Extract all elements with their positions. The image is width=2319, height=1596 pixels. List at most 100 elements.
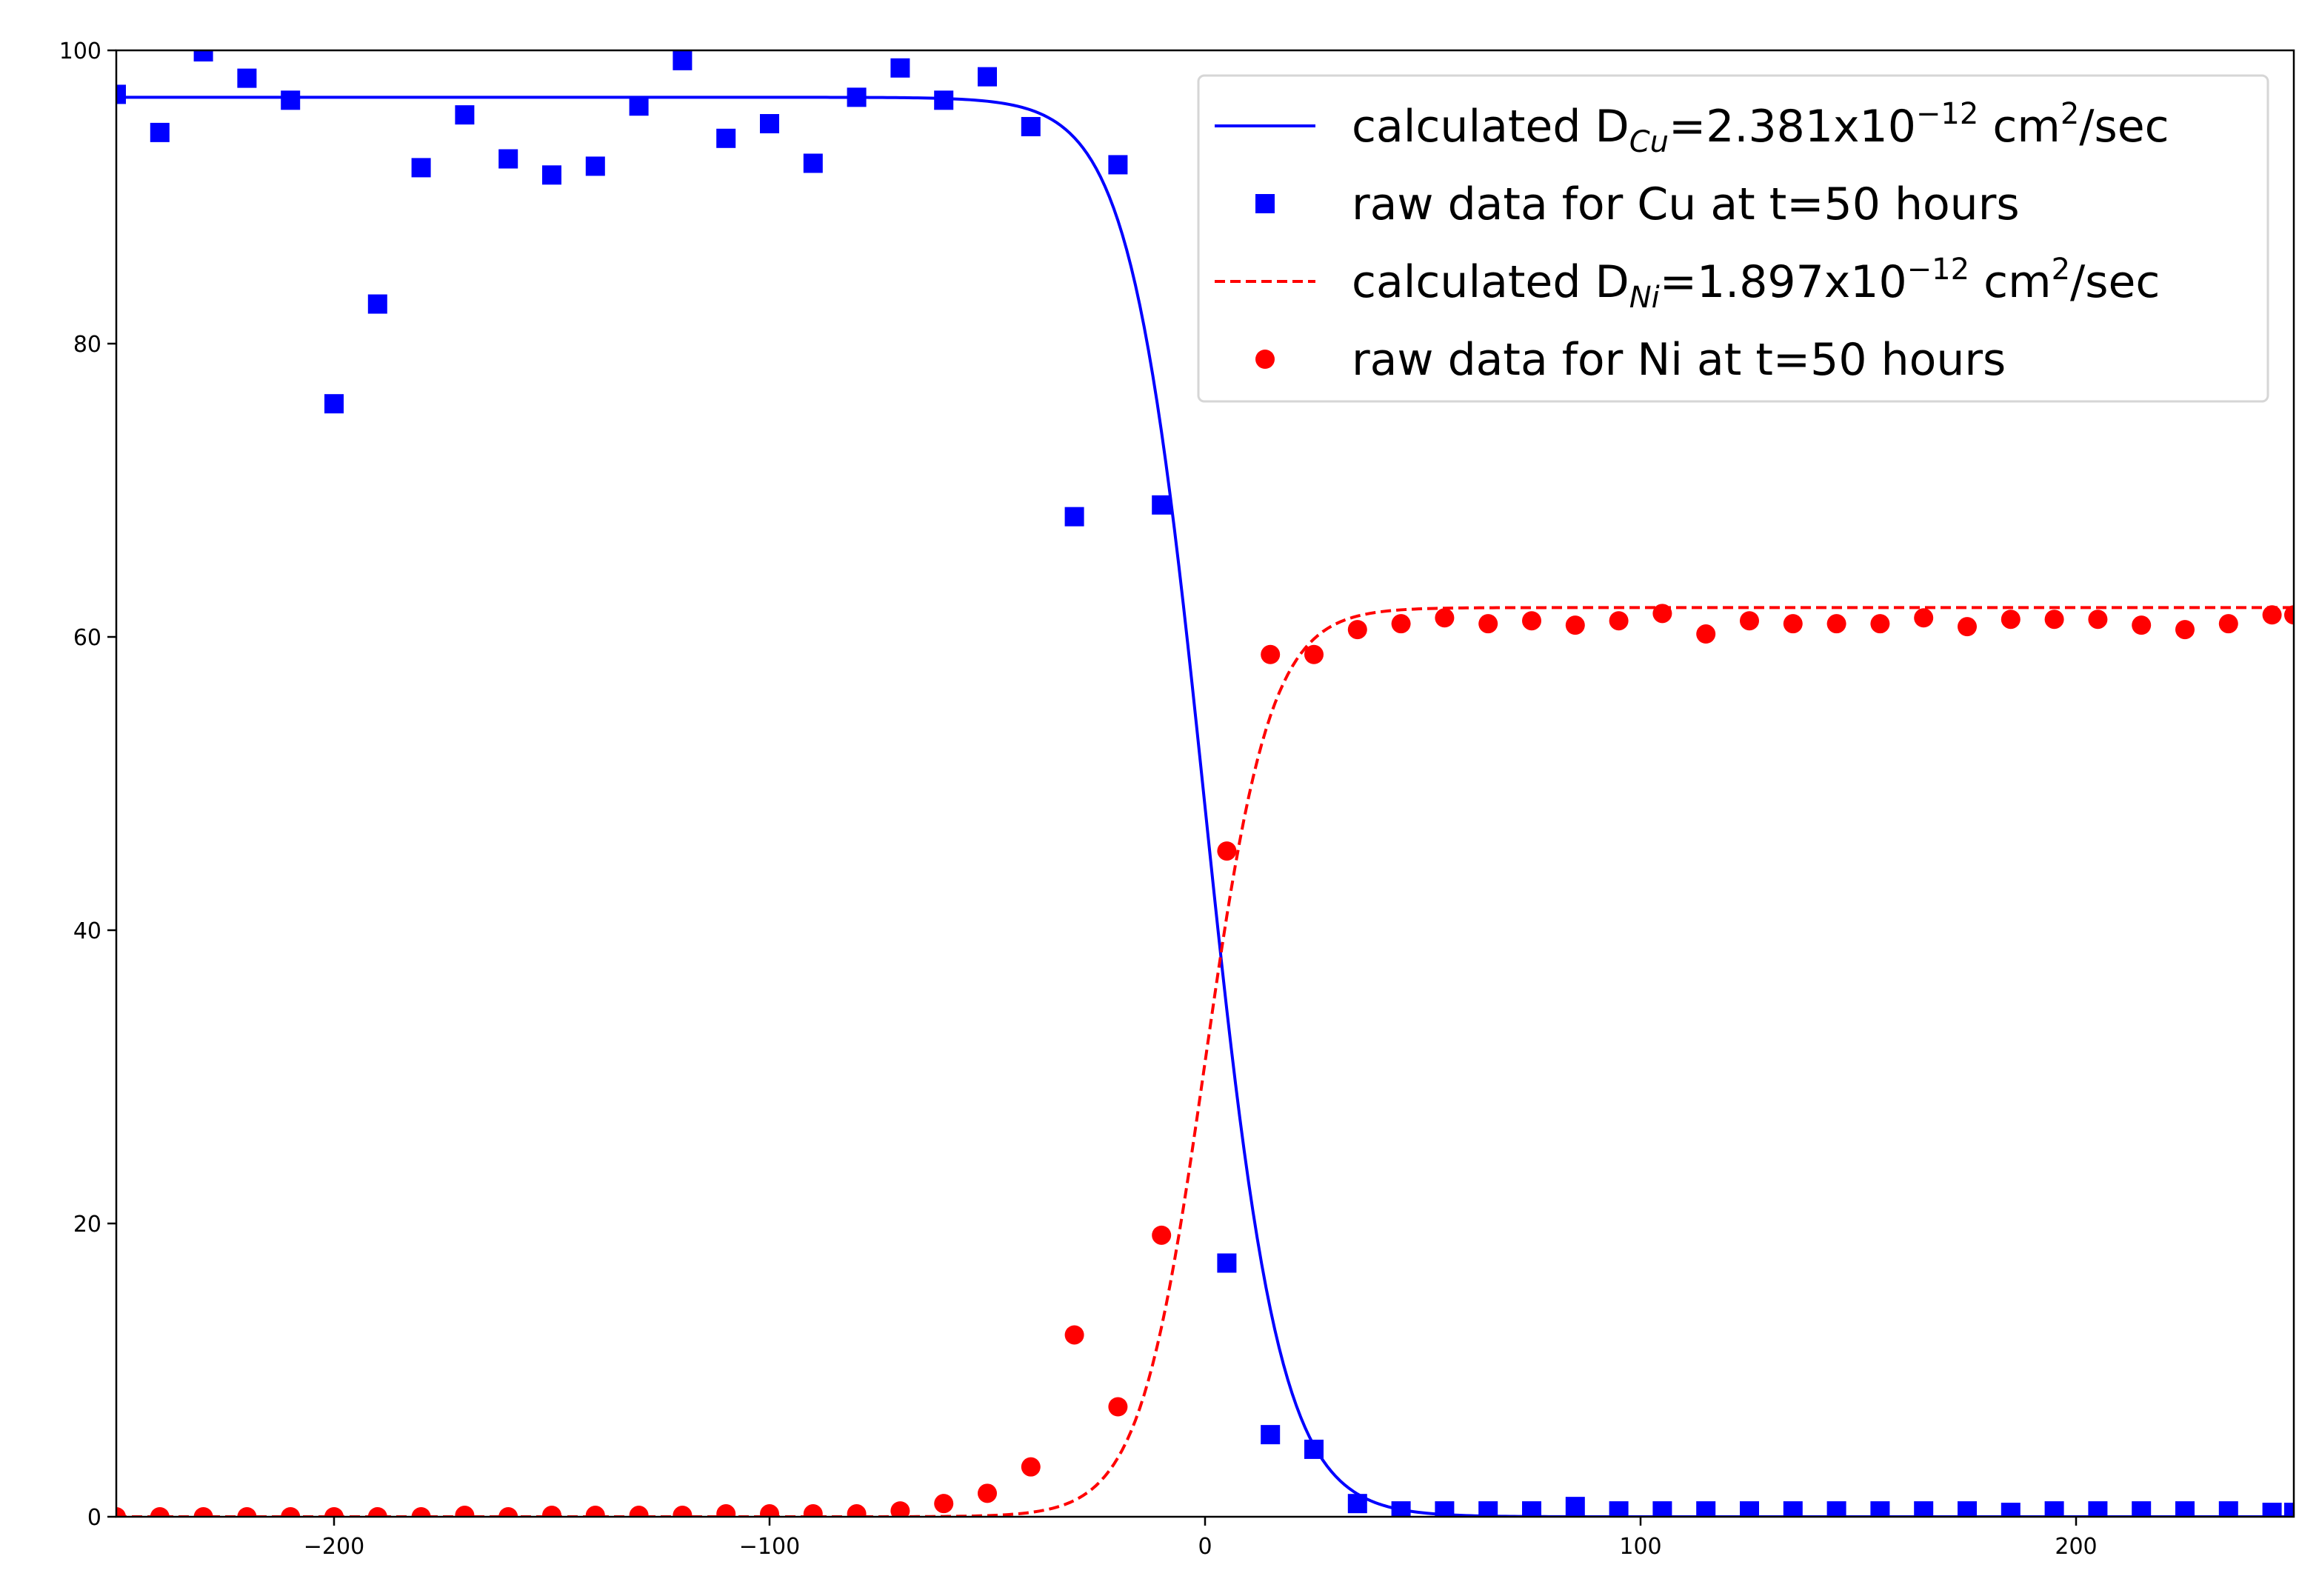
y-tick-label: 100 xyxy=(59,39,101,64)
ni-data-point xyxy=(2262,605,2282,625)
cu-data-point xyxy=(411,158,431,178)
ni-data-point xyxy=(2218,614,2238,634)
cu-data-point xyxy=(847,87,867,107)
cu-data-point xyxy=(1914,1501,1934,1517)
legend-label-part: /sec xyxy=(2070,256,2160,308)
cu-data-point xyxy=(1152,495,1172,515)
cu-data-point xyxy=(367,294,387,314)
cu-data-point xyxy=(2044,1501,2064,1517)
ni-data-point xyxy=(1652,604,1672,624)
cu-data-point xyxy=(2218,1501,2238,1517)
ni-data-point xyxy=(1478,614,1498,634)
ni-data-point xyxy=(1435,608,1455,628)
cu-data-point xyxy=(2088,1501,2108,1517)
ni-data-point xyxy=(2088,610,2108,630)
series-line-0 xyxy=(116,96,2294,1517)
cu-data-point xyxy=(237,68,257,88)
legend-label-part: =2.381x10 xyxy=(1669,101,1916,153)
x-tick-label: 200 xyxy=(2055,1534,2097,1560)
cu-data-point xyxy=(673,50,693,70)
y-tick-label: 80 xyxy=(73,332,101,358)
legend-circle-marker xyxy=(1255,350,1275,369)
ni-data-point xyxy=(847,1504,867,1517)
y-tick-label: 40 xyxy=(73,918,101,944)
ni-data-point xyxy=(1261,644,1281,664)
x-tick-label: −100 xyxy=(739,1534,800,1560)
ni-data-point xyxy=(1391,614,1411,634)
ni-data-point xyxy=(1740,611,1759,631)
cu-data-point xyxy=(934,90,954,110)
ni-data-point xyxy=(1021,1457,1041,1477)
cu-data-point xyxy=(542,165,561,185)
ni-data-point xyxy=(1565,615,1585,635)
ni-data-point xyxy=(150,1507,170,1517)
x-tick-label: 0 xyxy=(1198,1534,1212,1560)
cu-data-point xyxy=(760,114,779,133)
cu-data-point xyxy=(978,67,997,87)
cu-data-point xyxy=(1609,1501,1629,1517)
cu-data-point xyxy=(150,122,170,142)
cu-data-point xyxy=(193,50,213,61)
legend-label-part: 2 xyxy=(2061,97,2079,131)
cu-data-point xyxy=(498,149,518,169)
x-axis: −200 −100 0 100 200 xyxy=(304,1517,2098,1560)
ni-data-point xyxy=(367,1507,387,1517)
cu-data-point xyxy=(1783,1501,1803,1517)
ni-data-point xyxy=(2175,620,2195,640)
legend-label-part: calculated D xyxy=(1352,256,1629,308)
ni-data-point xyxy=(281,1507,301,1517)
ni-data-point xyxy=(1217,841,1237,861)
ni-data-point xyxy=(411,1507,431,1517)
legend-label-part: −12 xyxy=(1907,253,1969,287)
cu-data-point xyxy=(716,128,736,148)
legend-label-part: calculated D xyxy=(1352,101,1629,153)
legend-label: calculated DCu=2.381x10−12 cm2/sec xyxy=(1352,97,2169,159)
y-tick-label: 60 xyxy=(73,625,101,651)
ni-data-point xyxy=(498,1507,518,1517)
legend-label-part: −12 xyxy=(1916,97,1978,131)
plot-area xyxy=(115,49,2295,1518)
cu-data-point xyxy=(1391,1501,1411,1517)
cu-data-point xyxy=(1565,1497,1585,1517)
cu-data-point xyxy=(2262,1503,2282,1517)
ni-data-point xyxy=(237,1507,257,1517)
ni-data-point xyxy=(585,1506,605,1517)
ni-data-point xyxy=(1826,614,1846,634)
legend-label-part: cm xyxy=(1969,256,2052,308)
ni-data-point xyxy=(1064,1325,1084,1345)
ni-data-point xyxy=(1304,644,1324,664)
cu-data-point xyxy=(629,96,649,116)
ni-data-point xyxy=(2132,615,2152,635)
x-tick-label: −200 xyxy=(304,1534,364,1560)
cu-data-point xyxy=(1478,1501,1498,1517)
cu-data-point xyxy=(1958,1501,1977,1517)
ni-data-point xyxy=(890,1501,910,1517)
ni-data-point xyxy=(116,1507,126,1517)
ni-data-point xyxy=(978,1483,997,1503)
ni-data-point xyxy=(2001,610,2021,630)
ni-data-point xyxy=(1108,1397,1128,1417)
cu-data-point xyxy=(2284,1503,2294,1517)
cu-data-point xyxy=(1347,1494,1367,1514)
ni-data-point xyxy=(193,1507,213,1517)
y-tick-label: 0 xyxy=(87,1505,101,1531)
ni-data-point xyxy=(673,1506,693,1517)
ni-data-point xyxy=(1522,611,1541,631)
cu-data-point xyxy=(585,156,605,176)
ni-data-point xyxy=(2284,605,2294,625)
cu-data-point xyxy=(116,84,126,104)
legend-label-part: Ni xyxy=(1629,281,1660,315)
ni-data-point xyxy=(1783,614,1803,634)
legend-label-part: Cu xyxy=(1629,125,1669,159)
ni-data-point xyxy=(1696,624,1716,644)
cu-data-point xyxy=(1261,1425,1281,1445)
cu-data-point xyxy=(1696,1501,1716,1517)
ni-data-point xyxy=(455,1506,475,1517)
ni-data-point xyxy=(760,1504,779,1517)
cu-data-point xyxy=(2175,1501,2195,1517)
cu-data-point xyxy=(1740,1501,1759,1517)
series-line-2 xyxy=(116,606,2294,1517)
ni-data-point xyxy=(716,1504,736,1517)
cu-data-point xyxy=(890,58,910,78)
